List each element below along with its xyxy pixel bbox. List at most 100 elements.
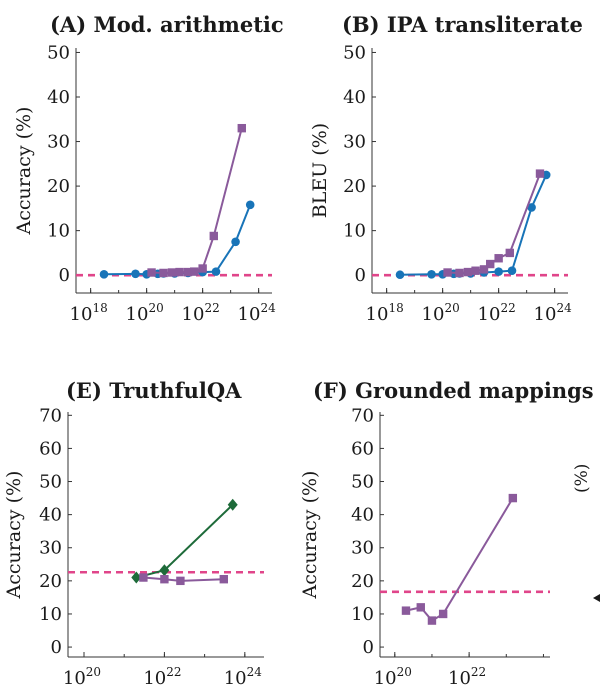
svg-text:(%): (%) [572,464,592,493]
x-tick-exponent: 24 [556,301,572,315]
x-tick-exponent: 20 [148,301,163,315]
panel-title: (A) Mod. arithmetic [50,12,284,37]
data-point-square [175,267,184,277]
x-tick-label: 1020 [374,665,412,689]
data-point-square [416,603,425,612]
x-tick-label: 1024 [238,301,277,325]
y-axis-label: BLEU (%) [309,123,331,218]
data-point-square [176,576,185,586]
x-tick-exponent: 22 [500,301,515,315]
x-tick-exponent: 24 [260,301,276,315]
x-tick-exponent: 18 [92,301,107,315]
x-tick-label: 1020 [63,665,101,689]
x-tick-exponent: 22 [166,665,181,679]
x-tick-label: 1024 [224,665,263,689]
data-point-circle [99,269,109,279]
x-tick-label: 1020 [126,301,164,325]
series-line [405,497,514,622]
data-point-square [198,264,207,273]
x-tick-base: 10 [448,668,471,689]
data-point-circle [395,270,405,280]
x-tick-base: 10 [366,304,389,325]
data-point-square [494,254,503,263]
x-tick-base: 10 [422,304,445,325]
x-tick-base: 10 [182,304,205,325]
series-purple-square [139,573,228,586]
x-tick-label: 1024 [534,301,573,325]
data-point-circle [494,267,503,276]
x-tick-base: 10 [224,668,247,689]
data-point-square [209,231,218,241]
series-green-diamond [131,498,238,584]
y-tick-label: 40 [351,505,374,526]
data-point-square [443,268,452,277]
data-point-square [160,574,169,584]
y-tick-label: 70 [351,405,374,426]
x-tick-label: 1022 [448,665,486,689]
series-line [143,576,224,582]
x-tick-base: 10 [534,304,557,325]
y-tick-label: 30 [343,132,366,153]
y-tick-label: 0 [355,265,366,286]
y-tick-label: 40 [39,505,62,526]
x-tick-base: 10 [126,304,149,325]
data-point-square [167,268,177,277]
panel-title: (F) Grounded mappings [313,378,594,403]
y-tick-label: 50 [47,42,70,63]
x-tick-label: 1022 [143,665,181,689]
data-point-square [147,268,156,277]
data-point-circle [427,269,436,279]
y-tick-label: 0 [59,265,70,286]
x-tick-exponent: 20 [397,665,412,679]
data-point-square [471,266,480,275]
data-point-square [237,123,246,133]
x-tick-base: 10 [143,668,166,689]
x-tick-exponent: 20 [444,301,459,315]
y-tick-label: 20 [343,176,366,197]
y-tick-label: 60 [351,438,374,459]
data-point-square [486,259,495,269]
series-purple-square [401,493,518,625]
x-tick-base: 10 [478,304,501,325]
data-point-circle [507,266,517,276]
x-tick-label: 1022 [182,301,220,325]
series-blue-circle [395,170,551,280]
series-line [103,204,252,276]
data-point-square [219,574,228,584]
series-line [399,174,548,276]
y-tick-label: 40 [343,87,366,108]
data-point-circle [245,200,255,210]
data-point-circle [231,237,240,247]
data-point-square [508,493,518,503]
data-point-circle [131,269,140,279]
data-point-square [401,606,411,615]
y-tick-label: 50 [39,472,62,493]
data-point-square [438,609,448,619]
y-tick-label: 20 [39,571,62,592]
data-point-square [139,573,148,582]
series-purple-square [147,123,246,278]
data-point-square [190,267,199,276]
data-point-square [479,265,489,274]
x-tick-exponent: 24 [247,665,263,679]
data-point-circle [527,203,536,212]
y-axis-label: Accuracy (%) [13,107,35,236]
y-tick-label: 10 [47,221,70,242]
y-tick-label: 60 [39,438,62,459]
y-tick-label: 40 [47,87,70,108]
x-tick-label: 1022 [478,301,516,325]
data-point-square [159,268,168,278]
y-tick-label: 70 [39,405,62,426]
y-tick-label: 30 [39,538,62,559]
data-point-diamond [159,564,170,577]
panel-title: (E) TruthfulQA [66,378,242,403]
data-point-circle [211,267,221,276]
series-purple-square [443,169,545,278]
x-tick-base: 10 [63,668,86,689]
y-tick-label: 30 [351,538,374,559]
